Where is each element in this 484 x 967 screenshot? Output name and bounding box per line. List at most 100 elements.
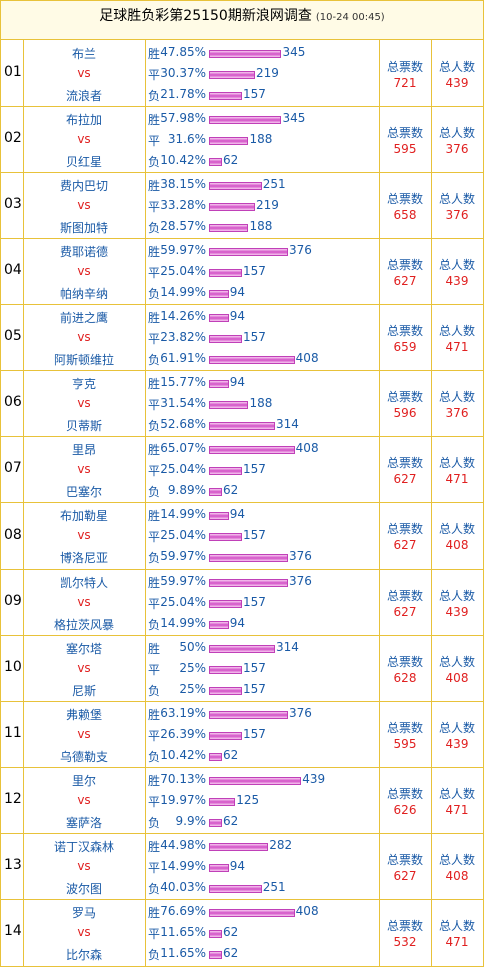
home-team: 弗赖堡 xyxy=(65,707,102,722)
people-label: 总人数 xyxy=(438,192,475,207)
away-team: 比尔森 xyxy=(65,947,102,962)
percentage: 14.99% xyxy=(160,507,206,522)
vote-count: 94 xyxy=(229,285,246,300)
row-number: 11 xyxy=(4,724,22,741)
row-divider xyxy=(1,106,483,108)
people-label: 总人数 xyxy=(438,126,475,141)
vote-count: 376 xyxy=(288,705,312,720)
percentage: 31.54% xyxy=(160,396,206,411)
vote-count: 157 xyxy=(242,87,266,101)
vote-count: 62 xyxy=(223,483,239,498)
vs-label: vs xyxy=(77,330,91,345)
vote-bar xyxy=(209,356,295,365)
votes-value: 532 xyxy=(393,934,417,949)
people-label: 总人数 xyxy=(438,60,475,74)
vote-count: 408 xyxy=(295,903,319,918)
home-team: 前进之鹰 xyxy=(59,311,108,326)
people-label: 总人数 xyxy=(438,588,475,603)
votes-label: 总票数 xyxy=(386,126,423,141)
vote-bar xyxy=(209,578,288,587)
vote-count: 439 xyxy=(302,771,326,786)
vote-count: 62 xyxy=(223,945,239,960)
vote-count: 314 xyxy=(275,417,299,432)
row-divider xyxy=(1,436,483,438)
percentage: 44.98% xyxy=(160,837,206,852)
outcome-label: 胜 xyxy=(148,245,161,260)
outcome-label: 负 xyxy=(148,485,161,500)
vote-bar xyxy=(209,818,223,827)
percentage: 19.97% xyxy=(160,792,206,807)
vote-bar xyxy=(209,731,242,740)
outcome-label: 胜 xyxy=(148,113,161,128)
vote-count: 219 xyxy=(255,198,279,213)
votes-value: 596 xyxy=(393,406,417,421)
vote-bar xyxy=(209,380,229,389)
vote-bar xyxy=(209,92,242,100)
votes-label: 总票数 xyxy=(386,60,423,74)
votes-value: 627 xyxy=(393,538,417,553)
votes-label: 总票数 xyxy=(386,258,423,273)
outcome-label: 平 xyxy=(148,464,161,479)
vote-count: 157 xyxy=(242,660,266,675)
outcome-label: 负 xyxy=(148,551,161,566)
vote-bar xyxy=(209,137,249,146)
home-team: 里尔 xyxy=(71,773,96,788)
vote-count: 157 xyxy=(242,330,266,345)
row-divider xyxy=(1,898,483,900)
percentage: 38.15% xyxy=(160,177,206,192)
row-divider xyxy=(1,766,483,768)
vote-bar xyxy=(209,50,282,58)
votes-label: 总票数 xyxy=(386,720,423,735)
percentage: 11.65% xyxy=(160,924,206,939)
percentage: 31.6% xyxy=(167,132,206,147)
away-team: 贝蒂斯 xyxy=(65,419,102,434)
votes-label: 总票数 xyxy=(386,786,423,801)
votes-label: 总票数 xyxy=(386,390,423,405)
percentage: 25.04% xyxy=(160,594,206,609)
timestamp: (10-24 00:45) xyxy=(315,12,385,23)
people-value: 376 xyxy=(445,142,469,157)
percentage: 11.65% xyxy=(160,945,206,960)
row-divider xyxy=(1,304,483,306)
votes-value: 721 xyxy=(393,76,417,90)
people-value: 471 xyxy=(445,340,469,355)
outcome-label: 负 xyxy=(148,881,161,896)
vote-bar xyxy=(209,665,242,674)
outcome-label: 胜 xyxy=(148,773,161,788)
vs-label: vs xyxy=(77,198,91,213)
percentage: 25.04% xyxy=(160,264,206,279)
percentage: 25.04% xyxy=(160,528,206,543)
row-divider xyxy=(1,634,483,636)
votes-label: 总票数 xyxy=(386,654,423,669)
percentage: 25.04% xyxy=(160,462,206,477)
row-number: 10 xyxy=(4,658,22,675)
people-value: 408 xyxy=(445,670,469,685)
percentage: 76.69% xyxy=(160,903,206,918)
vote-count: 376 xyxy=(288,243,312,258)
vs-label: vs xyxy=(77,396,91,411)
vote-bar xyxy=(209,446,295,455)
outcome-label: 负 xyxy=(148,155,161,170)
vote-bar xyxy=(209,776,302,785)
vote-bar xyxy=(209,422,275,431)
home-team: 费内巴切 xyxy=(59,179,108,194)
vote-count: 251 xyxy=(262,177,286,192)
outcome-label: 负 xyxy=(148,89,161,103)
votes-value: 658 xyxy=(393,208,417,223)
vote-count: 94 xyxy=(229,309,246,324)
votes-value: 595 xyxy=(393,142,417,157)
percentage: 10.42% xyxy=(160,747,206,762)
vote-count: 314 xyxy=(275,639,299,654)
votes-label: 总票数 xyxy=(386,456,423,471)
outcome-label: 平 xyxy=(148,68,161,82)
vs-label: vs xyxy=(77,858,91,873)
away-team: 格拉茨风暴 xyxy=(53,617,114,632)
people-label: 总人数 xyxy=(438,918,475,933)
vote-bar xyxy=(209,269,242,278)
vote-bar xyxy=(209,599,242,608)
outcome-label: 负 xyxy=(148,683,161,698)
outcome-label: 平 xyxy=(148,398,161,413)
outcome-label: 平 xyxy=(148,728,161,743)
vote-count: 219 xyxy=(255,66,279,80)
